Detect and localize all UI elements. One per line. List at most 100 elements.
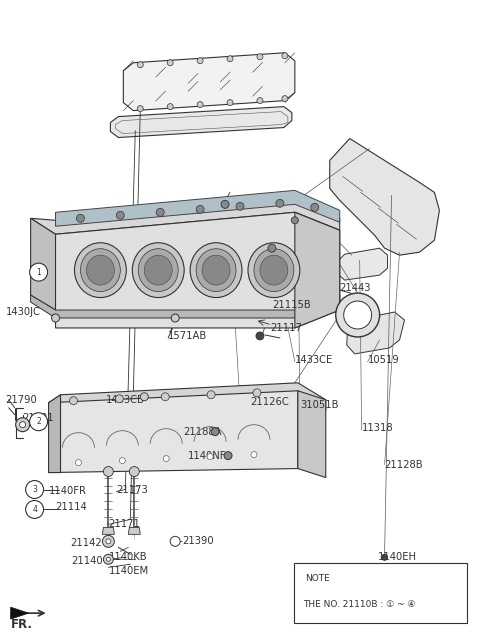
Polygon shape: [56, 190, 340, 226]
Polygon shape: [48, 395, 60, 473]
Polygon shape: [102, 527, 114, 534]
Polygon shape: [338, 248, 387, 280]
Circle shape: [207, 391, 215, 399]
Ellipse shape: [254, 249, 294, 291]
Text: 11318: 11318: [361, 423, 393, 432]
Circle shape: [207, 453, 213, 460]
Circle shape: [211, 427, 219, 436]
Polygon shape: [123, 53, 295, 111]
Circle shape: [103, 555, 113, 564]
Circle shape: [282, 95, 288, 102]
Text: 1430JC: 1430JC: [6, 307, 40, 317]
Circle shape: [116, 211, 124, 219]
Circle shape: [161, 393, 169, 401]
Circle shape: [170, 536, 180, 546]
Polygon shape: [48, 391, 298, 473]
Circle shape: [167, 104, 173, 109]
Circle shape: [25, 501, 44, 518]
Text: 3: 3: [32, 485, 37, 494]
Text: 1140KB: 1140KB: [108, 552, 147, 562]
Circle shape: [137, 106, 144, 111]
Circle shape: [251, 452, 257, 457]
Circle shape: [120, 457, 125, 464]
Circle shape: [224, 452, 232, 460]
Circle shape: [196, 205, 204, 213]
Circle shape: [167, 60, 173, 66]
Polygon shape: [128, 527, 140, 534]
Text: 1140NF: 1140NF: [188, 450, 227, 460]
Text: 21114: 21114: [56, 502, 87, 513]
Circle shape: [30, 263, 48, 281]
Ellipse shape: [81, 249, 120, 291]
Circle shape: [227, 56, 233, 62]
Text: 21115B: 21115B: [272, 300, 311, 310]
Circle shape: [197, 58, 203, 64]
Text: 21188A: 21188A: [183, 427, 222, 437]
Circle shape: [336, 293, 380, 337]
Text: 21128B: 21128B: [384, 460, 423, 469]
Circle shape: [382, 555, 387, 560]
Circle shape: [76, 214, 84, 222]
Ellipse shape: [248, 243, 300, 298]
Text: 1140EM: 1140EM: [108, 566, 148, 576]
Circle shape: [129, 467, 139, 476]
Circle shape: [70, 397, 77, 404]
Text: 1571AB: 1571AB: [168, 331, 207, 341]
Ellipse shape: [196, 249, 236, 291]
Circle shape: [16, 418, 30, 432]
Circle shape: [291, 217, 299, 224]
Circle shape: [20, 422, 25, 427]
Text: 21173: 21173: [116, 485, 148, 495]
Circle shape: [268, 244, 276, 252]
Text: 21790: 21790: [6, 395, 37, 404]
Polygon shape: [110, 107, 292, 137]
Text: 21117: 21117: [270, 323, 302, 333]
Text: FR.: FR.: [11, 618, 33, 631]
Text: 4: 4: [32, 505, 37, 514]
Circle shape: [51, 314, 60, 322]
Ellipse shape: [138, 249, 178, 291]
Circle shape: [103, 467, 113, 476]
Polygon shape: [347, 312, 405, 354]
Text: 1433CE: 1433CE: [295, 355, 333, 365]
Text: NOTE: NOTE: [305, 574, 330, 583]
Circle shape: [102, 536, 114, 548]
Text: 31051B: 31051B: [300, 400, 338, 410]
Circle shape: [282, 53, 288, 59]
Circle shape: [221, 200, 229, 209]
Text: 1433CB: 1433CB: [106, 395, 144, 404]
Text: 21126C: 21126C: [250, 397, 289, 407]
Circle shape: [107, 557, 110, 562]
Polygon shape: [330, 139, 439, 255]
Text: 21443: 21443: [340, 283, 371, 293]
Polygon shape: [31, 218, 56, 310]
Polygon shape: [298, 391, 326, 478]
Text: 1140EH: 1140EH: [378, 552, 417, 562]
Circle shape: [276, 199, 284, 207]
Circle shape: [140, 393, 148, 401]
Circle shape: [257, 98, 263, 104]
Text: 21390: 21390: [182, 536, 214, 546]
Circle shape: [256, 332, 264, 340]
Ellipse shape: [132, 243, 184, 298]
Circle shape: [171, 314, 179, 322]
Circle shape: [115, 395, 123, 403]
Ellipse shape: [86, 255, 114, 285]
Text: 21140: 21140: [71, 556, 102, 566]
Text: 1: 1: [36, 268, 41, 277]
Text: 21142: 21142: [71, 538, 102, 548]
Circle shape: [227, 100, 233, 106]
Circle shape: [75, 460, 82, 466]
Ellipse shape: [74, 243, 126, 298]
Text: 2: 2: [36, 417, 41, 426]
Polygon shape: [31, 295, 340, 318]
Ellipse shape: [144, 255, 172, 285]
FancyBboxPatch shape: [294, 563, 468, 623]
Circle shape: [236, 202, 244, 211]
Circle shape: [137, 62, 144, 67]
Circle shape: [106, 539, 111, 544]
Ellipse shape: [190, 243, 242, 298]
Circle shape: [311, 204, 319, 211]
Circle shape: [253, 389, 261, 397]
Text: 10519: 10519: [368, 355, 399, 365]
